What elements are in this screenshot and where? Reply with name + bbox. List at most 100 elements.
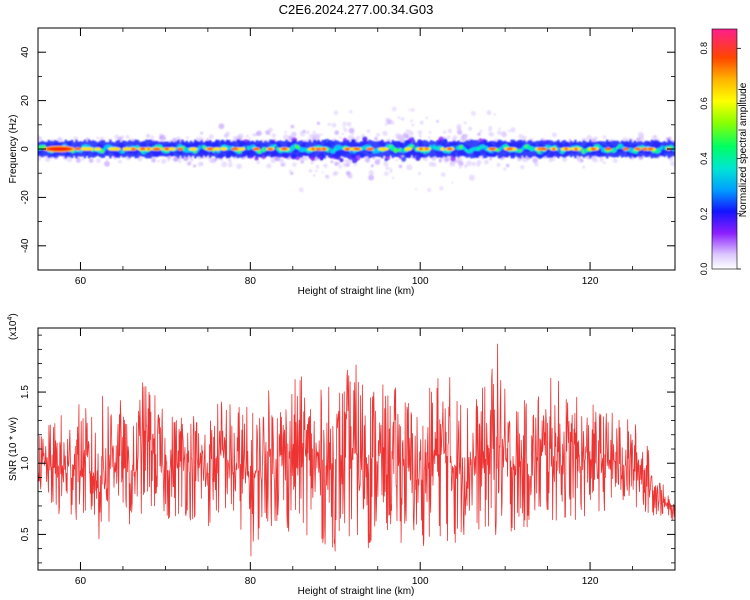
spectrogram-cell — [461, 137, 466, 142]
spectrogram-cell — [66, 156, 73, 163]
spectrogram-cell — [417, 130, 423, 135]
spectrogram-cell — [331, 122, 337, 128]
spectrogram-cell — [366, 159, 369, 163]
spectrogram-cell — [239, 147, 246, 151]
spectrogram-cell — [398, 164, 403, 169]
spectrogram-cell — [327, 122, 332, 127]
spectrogram-cell — [391, 176, 395, 180]
spectrogram-cell — [366, 129, 371, 133]
spectrogram-cell — [404, 147, 413, 151]
spectrogram-cell — [368, 170, 374, 176]
spectrogram-cell — [447, 128, 452, 133]
spectrogram-cell — [408, 108, 411, 111]
spectrogram-cell — [342, 126, 346, 129]
spectrogram-cell — [417, 171, 422, 176]
spectrogram-cell — [314, 133, 321, 139]
spectrogram-cell — [188, 147, 198, 151]
spectrogram-cell — [580, 159, 584, 163]
spectrogram-cell — [74, 147, 83, 151]
spectrogram-cell — [419, 147, 423, 151]
snr-ytick-label: 0.5 — [20, 527, 31, 541]
spectrogram-cell — [401, 156, 407, 162]
spectrogram-cell — [483, 159, 489, 165]
snr-ytick-label: 1.5 — [20, 385, 31, 399]
spectrogram-cell — [406, 164, 413, 171]
spectrogram-cell — [281, 147, 288, 151]
spectrogram-cell — [489, 157, 493, 161]
spectrogram-cell — [259, 140, 263, 158]
spectrogram-cell — [522, 135, 527, 141]
spectrogram-cell — [187, 161, 192, 166]
spectrogram-cell — [321, 171, 324, 174]
spectrogram-cell — [315, 164, 320, 169]
snr-xtick-label: 120 — [582, 576, 599, 587]
spectrogram-cell — [311, 147, 315, 151]
spectrogram-cell — [334, 130, 340, 136]
spectrogram-xtick-label: 100 — [412, 276, 429, 287]
spectrogram-cell — [334, 161, 339, 166]
spectrogram-cell — [193, 164, 197, 168]
spectrogram-cell — [107, 147, 119, 151]
spectrogram-cell — [218, 123, 225, 130]
spectrogram-cell — [220, 147, 228, 151]
spectrogram-cell — [383, 161, 389, 167]
spectrogram-cell — [283, 134, 289, 140]
spectrogram-cell — [172, 156, 178, 162]
spectrogram-cell — [590, 147, 597, 151]
spectrogram-cell — [351, 157, 358, 164]
spectrogram-cell — [267, 147, 274, 151]
spectrogram-cell — [465, 140, 469, 158]
colorbar-gradient — [711, 28, 738, 270]
spectrogram-cell — [385, 166, 390, 171]
snr-ylabel: SNR (10 * v/v) — [8, 417, 19, 481]
spectrogram-cell — [411, 123, 415, 127]
spectrogram-cell — [236, 134, 242, 141]
spectrogram-cell — [502, 141, 505, 157]
spectrogram-cell — [525, 142, 528, 156]
spectrogram-cell — [330, 160, 334, 164]
spectrogram-cell — [634, 147, 642, 151]
spectrogram-cell — [516, 140, 520, 158]
spectrogram-ylabel: Frequency (Hz) — [8, 115, 19, 184]
spectrogram-cell — [172, 137, 177, 142]
spectrogram-cell — [390, 120, 395, 125]
spectrogram-cell — [518, 139, 522, 159]
spectrogram-cell — [665, 137, 669, 141]
spectrogram-cell — [330, 140, 333, 158]
spectrogram-cell — [252, 133, 256, 137]
spectrogram-cell — [75, 157, 81, 163]
spectrogram-xlabel: Height of straight line (km) — [298, 286, 415, 297]
spectrogram-cell — [636, 137, 641, 142]
spectrogram-cell — [325, 175, 330, 180]
spectrogram-cell — [168, 147, 176, 151]
spectrogram-cell — [321, 147, 327, 151]
spectrogram-cell — [447, 147, 453, 151]
spectrogram-cell — [200, 139, 203, 159]
spectrogram-cell — [487, 112, 491, 115]
spectrogram-cell — [145, 133, 151, 139]
spectrogram-cell — [422, 157, 425, 161]
spectrogram-cell — [670, 161, 675, 167]
spectrogram-cell — [498, 127, 501, 131]
spectrogram-cell — [552, 147, 556, 151]
spectrogram-cell — [197, 161, 203, 167]
spectrogram-ytick-label: 0 — [20, 146, 31, 152]
snr-scale-label: (x104) — [7, 313, 19, 340]
spectrogram-cell — [213, 147, 221, 151]
spectrogram-cell — [353, 163, 358, 167]
spectrogram-cell — [246, 134, 250, 138]
spectrogram-cell — [431, 162, 437, 167]
spectrogram-cell — [637, 131, 644, 138]
spectrogram-cell — [124, 147, 132, 151]
spectrogram-cell — [280, 163, 284, 167]
spectrogram-cell — [334, 171, 339, 176]
spectrogram-cell — [152, 147, 161, 151]
spectrogram-cell — [620, 140, 624, 158]
spectrogram-cell — [319, 157, 324, 161]
spectrogram-cell — [299, 157, 305, 163]
spectrogram-cell — [374, 136, 378, 141]
spectrogram-cell — [471, 161, 477, 167]
spectrogram-ytick-label: -20 — [20, 190, 31, 205]
spectrogram-cell — [118, 159, 122, 164]
spectrogram-cell — [81, 158, 85, 161]
